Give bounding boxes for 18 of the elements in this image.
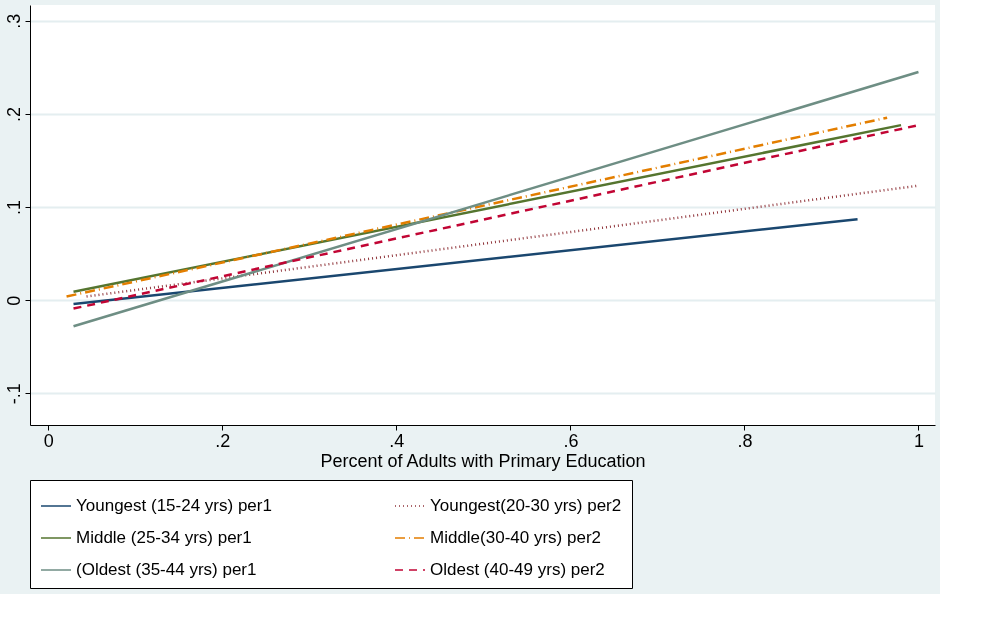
legend-label: Middle(30-40 yrs) per2	[430, 528, 602, 547]
legend-label: (Oldest (35-44 yrs) per1	[76, 560, 257, 579]
legend-label: Oldest (40-49 yrs) per2	[430, 560, 605, 579]
y-tick-label: .3	[3, 13, 24, 29]
x-tick-label: .6	[563, 430, 579, 451]
y-tick-label: -.1	[3, 383, 24, 405]
x-tick-label: 0	[43, 430, 54, 451]
x-tick-label: .4	[389, 430, 405, 451]
y-tick-label: .2	[3, 106, 24, 122]
x-tick-label: 1	[913, 430, 924, 451]
legend-label: Middle (25-34 yrs) per1	[76, 528, 252, 547]
x-axis-title: Percent of Adults with Primary Education	[320, 450, 646, 471]
legend-label: Youngest(20-30 yrs) per2	[430, 496, 622, 515]
y-tick-label: .1	[3, 200, 24, 216]
y-tick-label: 0	[3, 295, 24, 306]
x-tick-label: .8	[737, 430, 753, 451]
x-tick-label: .2	[215, 430, 231, 451]
legend-label: Youngest (15-24 yrs) per1	[76, 496, 272, 515]
